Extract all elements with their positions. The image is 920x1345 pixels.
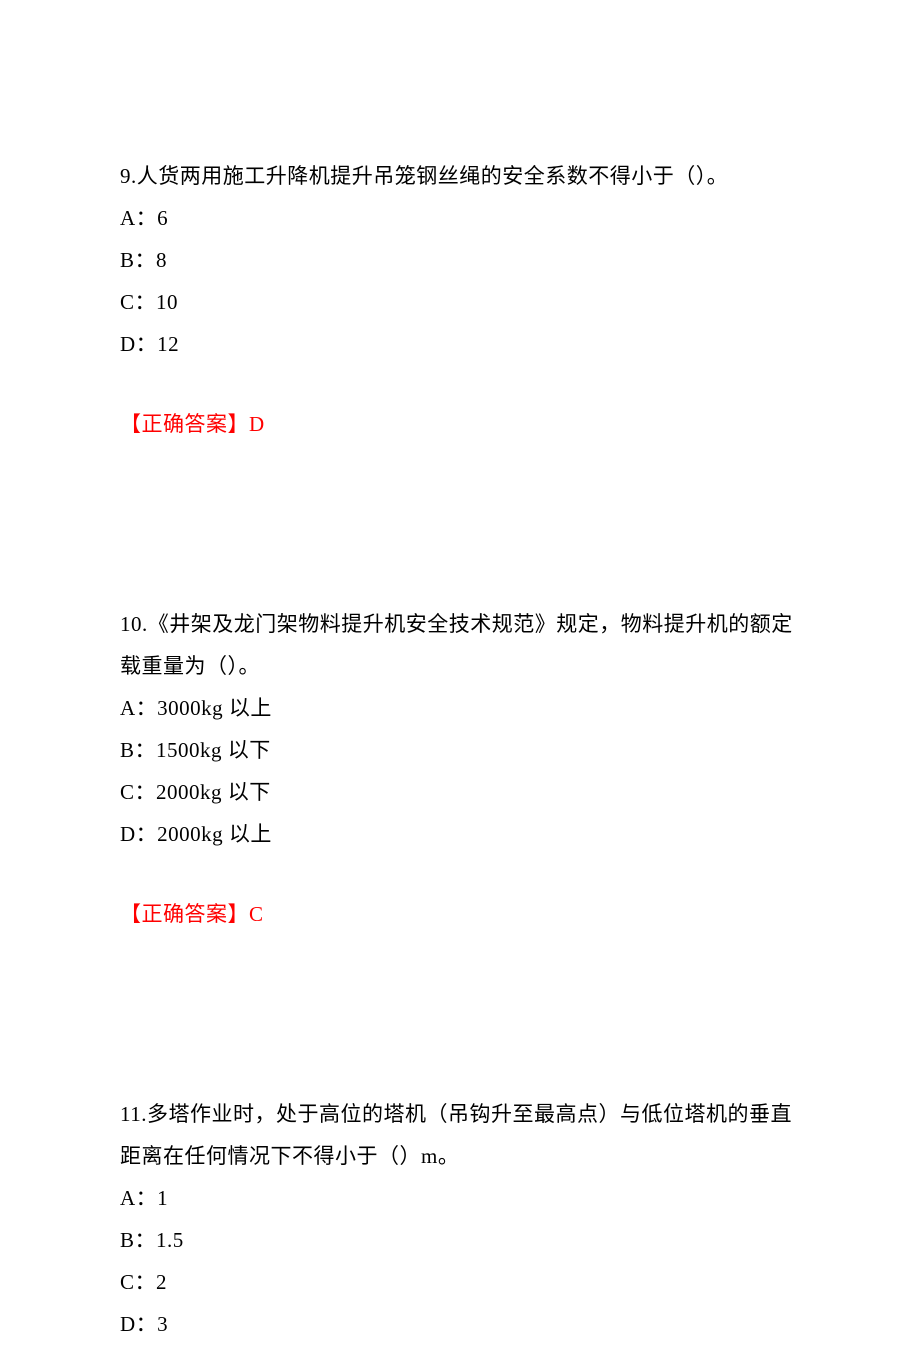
option-d: D：12 [120, 323, 800, 365]
answer-label: 【正确答案】 [120, 902, 249, 926]
option-b: B：1.5 [120, 1219, 800, 1261]
answer-value: C [249, 902, 264, 926]
spacer [120, 483, 800, 603]
option-c: C：10 [120, 281, 800, 323]
option-c: C：2000kg 以下 [120, 771, 800, 813]
option-d: D：3 [120, 1303, 800, 1345]
question-text: 10.《井架及龙门架物料提升机安全技术规范》规定，物料提升机的额定载重量为（）。 [120, 603, 800, 687]
option-a: A：1 [120, 1177, 800, 1219]
question-block-10: 10.《井架及龙门架物料提升机安全技术规范》规定，物料提升机的额定载重量为（）。… [120, 603, 800, 935]
option-b: B：1500kg 以下 [120, 729, 800, 771]
answer-line: 【正确答案】D [120, 403, 800, 445]
question-text: 11.多塔作业时，处于高位的塔机（吊钩升至最高点）与低位塔机的垂直距离在任何情况… [120, 1093, 800, 1177]
option-c: C：2 [120, 1261, 800, 1303]
answer-label: 【正确答案】 [120, 412, 249, 436]
option-b: B：8 [120, 239, 800, 281]
question-block-9: 9.人货两用施工升降机提升吊笼钢丝绳的安全系数不得小于（）。 A：6 B：8 C… [120, 155, 800, 445]
question-block-11: 11.多塔作业时，处于高位的塔机（吊钩升至最高点）与低位塔机的垂直距离在任何情况… [120, 1093, 800, 1345]
option-a: A：3000kg 以上 [120, 687, 800, 729]
option-a: A：6 [120, 197, 800, 239]
page-content: 9.人货两用施工升降机提升吊笼钢丝绳的安全系数不得小于（）。 A：6 B：8 C… [0, 0, 920, 1345]
answer-value: D [249, 412, 265, 436]
spacer [120, 973, 800, 1093]
answer-line: 【正确答案】C [120, 893, 800, 935]
option-d: D：2000kg 以上 [120, 813, 800, 855]
question-text: 9.人货两用施工升降机提升吊笼钢丝绳的安全系数不得小于（）。 [120, 155, 800, 197]
